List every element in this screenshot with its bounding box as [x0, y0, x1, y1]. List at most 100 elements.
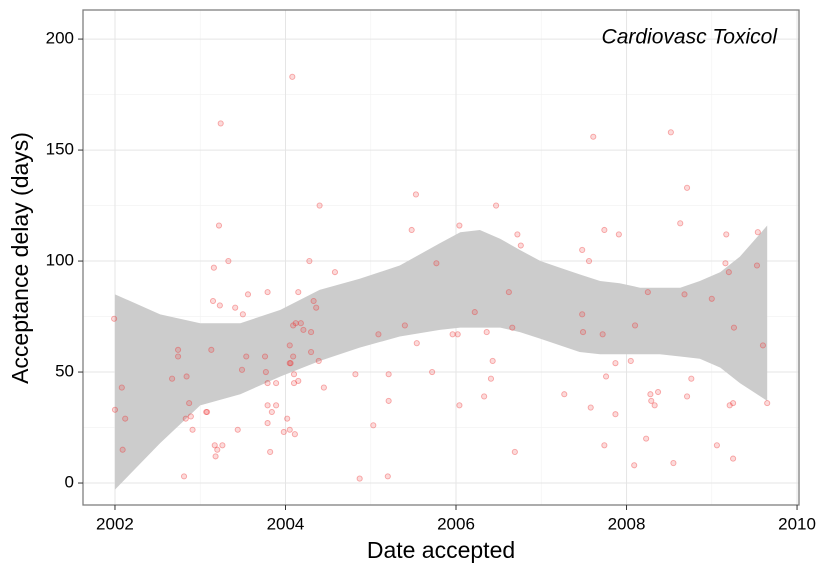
point [413, 340, 420, 347]
point [111, 315, 118, 322]
point [183, 373, 190, 380]
y-axis-title: Acceptance delay (days) [7, 132, 33, 384]
point [759, 342, 766, 349]
point [286, 342, 293, 349]
point [300, 326, 307, 333]
point [169, 375, 176, 382]
y-tick-label: 200 [46, 29, 74, 48]
point [111, 406, 119, 413]
point [320, 384, 327, 391]
point [273, 402, 280, 409]
point [180, 473, 188, 480]
point [493, 202, 500, 209]
point [182, 415, 189, 422]
point [667, 129, 674, 136]
point [295, 377, 302, 384]
point [292, 320, 299, 327]
point [511, 448, 518, 455]
point [375, 331, 382, 338]
point [587, 404, 594, 411]
point [647, 391, 654, 398]
point [308, 329, 315, 336]
point [684, 184, 691, 191]
point [412, 191, 419, 198]
point [370, 422, 377, 429]
point [612, 360, 619, 367]
point [234, 426, 241, 433]
y-tick-label: 100 [46, 251, 74, 270]
point [267, 448, 274, 455]
axes: 2002 2004 2006 2008 2010 0 50 100 150 200 [46, 29, 816, 534]
point [723, 231, 730, 238]
point [243, 353, 250, 360]
point [356, 475, 363, 482]
point [310, 297, 317, 305]
point [268, 408, 275, 416]
point [238, 366, 246, 373]
point [316, 202, 323, 209]
point [187, 413, 194, 420]
point [681, 291, 688, 298]
point [643, 435, 650, 442]
point [483, 329, 490, 336]
x-tick-label: 2010 [778, 514, 816, 533]
point [753, 262, 761, 269]
point [385, 397, 392, 404]
point [505, 289, 512, 296]
point [211, 442, 218, 449]
point [352, 371, 359, 378]
point [175, 353, 182, 360]
point [456, 222, 463, 229]
point [514, 231, 521, 238]
point [579, 246, 586, 254]
point [627, 357, 634, 364]
panel-border [82, 9, 800, 506]
point [655, 388, 662, 396]
point [631, 462, 638, 469]
point [286, 426, 293, 433]
point [684, 393, 691, 400]
point [670, 459, 677, 467]
point [295, 289, 302, 296]
point [384, 473, 391, 480]
point [401, 322, 408, 329]
point [730, 324, 737, 331]
point [118, 384, 125, 391]
point [287, 360, 294, 367]
x-axis-title: Date accepted [367, 537, 515, 563]
point [215, 222, 223, 229]
point [713, 442, 720, 449]
point [175, 346, 182, 353]
point [408, 226, 415, 234]
confidence-band [114, 225, 768, 490]
point [331, 269, 338, 276]
point [579, 311, 586, 318]
point [122, 415, 129, 422]
point [722, 260, 729, 267]
point [232, 304, 239, 311]
point [208, 346, 215, 353]
point [264, 402, 271, 409]
point [579, 329, 587, 336]
point [262, 368, 269, 376]
points [111, 73, 771, 482]
point [481, 393, 488, 400]
point [119, 446, 126, 453]
point [677, 220, 684, 227]
point [290, 322, 297, 329]
point [219, 442, 226, 449]
point [290, 380, 298, 387]
point [449, 331, 456, 338]
point [730, 455, 737, 462]
point [264, 380, 271, 387]
y-tick-label: 50 [55, 362, 74, 381]
point [216, 302, 223, 309]
point [648, 397, 655, 404]
point [517, 242, 524, 249]
point [651, 402, 658, 409]
point [456, 402, 463, 409]
point [313, 304, 320, 311]
point [631, 322, 639, 329]
point [590, 133, 597, 140]
